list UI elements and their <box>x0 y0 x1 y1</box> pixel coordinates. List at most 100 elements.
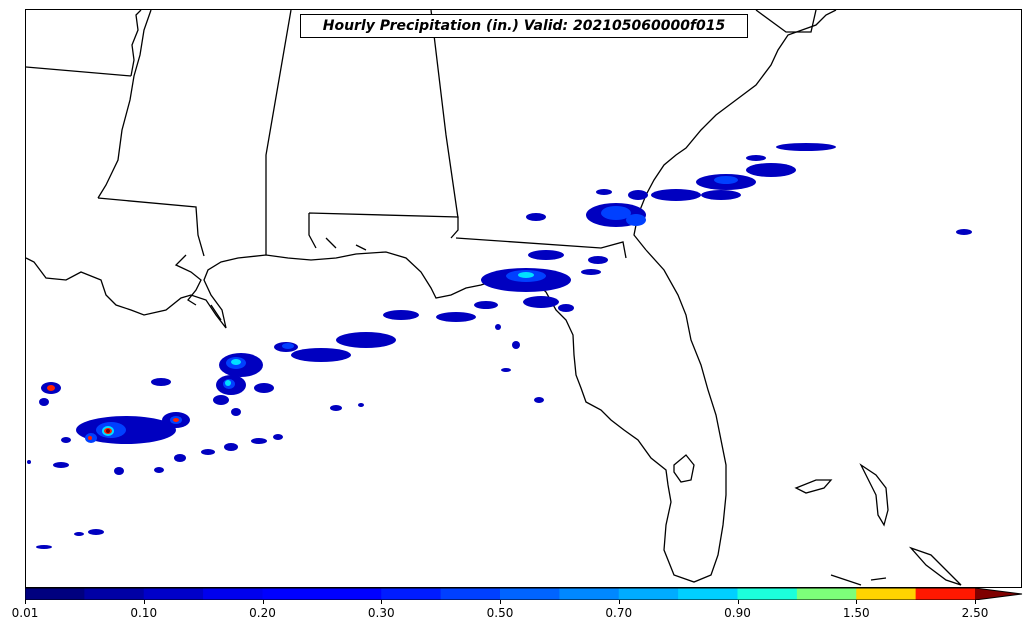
map-panel <box>25 9 1022 588</box>
colorbar-segment <box>796 588 857 600</box>
mississippi-river-border <box>130 10 142 77</box>
precip-cell <box>61 437 71 443</box>
bahamas-island-3 <box>908 546 962 586</box>
colorbar-segment <box>381 588 442 600</box>
precip-cell <box>701 190 741 200</box>
precip-cell <box>282 343 294 349</box>
precip-cell <box>956 229 972 235</box>
precip-cell <box>628 190 648 200</box>
precip-cell <box>88 436 92 440</box>
precip-cell <box>114 467 124 475</box>
atlantic-coastline <box>633 10 837 251</box>
precip-cell <box>474 301 498 309</box>
colorbar-tick <box>618 600 620 604</box>
precip-cell <box>776 143 836 151</box>
precip-cell <box>330 405 342 411</box>
colorbar-tick <box>975 600 976 604</box>
precip-cell <box>383 310 419 320</box>
precip-cell <box>588 256 608 264</box>
colorbar-segment <box>262 588 323 600</box>
precip-cell <box>436 312 476 322</box>
colorbar-tick <box>381 600 383 604</box>
precip-cell <box>254 383 274 393</box>
precip-cell <box>231 408 241 416</box>
precip-cell <box>495 324 501 330</box>
colorbar-svg <box>25 588 1023 600</box>
lake-okeechobee <box>673 454 695 483</box>
precip-cell <box>714 176 738 184</box>
colorbar <box>25 588 1023 600</box>
mississippi-east-border <box>97 10 152 199</box>
colorbar-tick-label: 0.10 <box>130 606 158 620</box>
precip-cell <box>151 378 171 386</box>
precip-cell <box>291 348 351 362</box>
precip-cell <box>596 189 612 195</box>
precip-cell <box>523 296 559 308</box>
colorbar-segment <box>25 588 85 600</box>
precip-cell <box>558 304 574 312</box>
precip-cell <box>213 395 229 405</box>
precip-cell <box>526 213 546 221</box>
colorbar-segment <box>143 588 204 600</box>
precip-cell <box>251 438 267 444</box>
colorbar-segment <box>440 588 501 600</box>
colorbar-segment <box>737 588 798 600</box>
precip-cell <box>528 250 564 260</box>
precip-cell <box>746 163 796 177</box>
precip-cell <box>358 403 364 407</box>
precip-cell <box>47 385 55 391</box>
colorbar-tick-label: 0.70 <box>605 606 633 620</box>
precip-cell <box>74 532 84 536</box>
precip-cell <box>231 359 241 365</box>
colorbar-tick <box>856 600 858 604</box>
precip-cell <box>651 189 701 201</box>
mississippi-north-border <box>26 66 132 77</box>
colorbar-tick-label: 0.50 <box>486 606 514 620</box>
precip-cell <box>106 429 110 433</box>
colorbar-tick <box>737 600 739 604</box>
precip-cell <box>581 269 601 275</box>
colorbar-tick-label: 0.20 <box>249 606 276 620</box>
colorbar-extend-arrow <box>975 588 1022 600</box>
gulf-coastline <box>26 249 727 583</box>
colorbar-segment <box>84 588 145 600</box>
colorbar-tick <box>500 600 501 604</box>
precip-cell <box>154 467 164 473</box>
colorbar-segment <box>203 588 263 600</box>
colorbar-tick-label: 0.90 <box>724 606 751 620</box>
precip-cell <box>53 462 69 468</box>
precip-cell <box>626 214 646 226</box>
precip-cell <box>336 332 396 348</box>
alabama-west-border <box>265 10 292 255</box>
alabama-east-border <box>430 10 459 219</box>
precip-cell <box>225 380 231 386</box>
map-title: Hourly Precipitation (in.) Valid: 202105… <box>300 14 748 38</box>
colorbar-segment <box>856 588 917 600</box>
colorbar-segment <box>559 588 620 600</box>
colorbar-tick <box>25 600 26 604</box>
precip-cell <box>273 434 283 440</box>
bahamas-island-4 <box>830 574 887 586</box>
precip-cell <box>173 418 179 422</box>
coastlines-and-borders <box>26 10 962 586</box>
colorbar-tick-label: 0.01 <box>11 606 39 620</box>
colorbar-segment <box>500 588 560 600</box>
colorbar-segment <box>678 588 738 600</box>
precipitation-map <box>26 10 972 586</box>
colorbar-outline <box>25 588 1023 600</box>
precip-cell <box>512 341 520 349</box>
alabama-coast-islands <box>325 237 367 251</box>
mississippi-delta <box>174 254 222 321</box>
precip-cell <box>27 460 31 464</box>
precip-cell <box>39 398 49 406</box>
colorbar-segment <box>321 588 382 600</box>
colorbar-tick-label: 0.30 <box>367 606 395 620</box>
bahamas-island-2 <box>859 463 889 527</box>
colorbar-segment <box>618 588 679 600</box>
georgia-carolina-border <box>755 10 817 33</box>
bahamas-island-1 <box>794 479 833 494</box>
colorbar-tick <box>262 600 264 604</box>
precip-cell <box>36 545 52 549</box>
precip-cell <box>534 397 544 403</box>
colorbar-tick-label: 2.50 <box>961 606 989 620</box>
